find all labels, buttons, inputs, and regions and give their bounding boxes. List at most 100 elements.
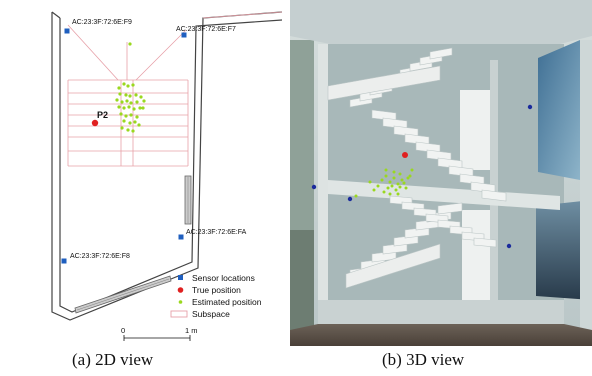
estimate-dot-2d [137,123,141,127]
estimate-dot-2d [126,84,130,88]
scale-end-label: 1 m [185,326,198,335]
sensor-label-f8: AC:23:3F:72:6E:F8 [70,253,130,260]
sensor-label-f9: AC:23:3F:72:6E:F9 [72,19,132,26]
estimate-dot-2d [139,95,143,99]
estimate-dot-3d [388,192,392,196]
estimate-dot-3d [382,190,386,194]
estimate-dot-3d [392,170,396,174]
estimate-dot-2d [128,121,132,125]
estimate-dot-2d [135,115,139,119]
estimate-dot-2d [119,112,123,116]
estimate-dot-3d [384,174,388,178]
estimate-dot-3d [408,174,412,178]
ceiling-frame [290,0,592,44]
sensor-label-fa: AC:23:3F:72:6E:FA [186,229,247,236]
estimate-dot-2d [117,86,121,90]
estimate-dot-3d [396,182,400,186]
estimate-dot-3d [388,180,392,184]
estimate-dot-2d [127,105,131,109]
estimate-dot-2d [134,93,138,97]
estimate-dot-3d [354,194,358,198]
estimate-dot-2d [122,119,126,123]
true-position-3d [402,152,408,158]
scale-start-label: 0 [121,326,125,335]
sensor-dot-3d-3 [347,196,353,202]
estimate-dot-2d [129,113,133,117]
sensor-marker-fa [178,234,184,240]
stair-step [481,189,507,202]
estimate-dot-2d [132,107,136,111]
estimate-dot-2d [120,100,124,104]
estimate-dot-2d [122,106,126,110]
point-label: P2 [97,110,108,120]
legend-label-true: True position [192,285,241,295]
estimate-dot-3d [406,176,410,180]
estimate-dot-2d [126,128,130,132]
estimate-dot-3d [376,184,380,188]
floorplan-svg: P2 AC:23:3F:72:6E:F9 AC:23:3F:72:6E:F7 A… [51,11,283,341]
legend: Sensor locations True position Estimated… [170,273,262,319]
sensor-marker-f8 [61,258,67,264]
legend-subspace-symbol [170,310,188,318]
window-lower [536,200,592,300]
estimate-dot-2d [128,42,132,46]
mid-slab [328,180,560,210]
scene-3d-svg [290,0,592,346]
sensor-label-f7: AC:23:3F:72:6E:F7 [176,26,236,33]
stair-step [437,202,463,215]
sensor-dot-3d-4 [506,243,512,249]
stair-step [429,47,453,60]
estimate-dot-2d [120,126,124,130]
estimate-dot-2d [133,120,137,124]
estimate-dot-2d [138,106,142,110]
true-position-marker [91,119,99,127]
estimate-dot-2d [125,99,129,103]
caption-3d-view: (b) 3D view [382,350,465,369]
caption-2d-view: (a) 2D view [72,350,154,369]
estimate-dot-2d [135,100,139,104]
floorplan-2d-panel: P2 AC:23:3F:72:6E:F9 AC:23:3F:72:6E:F7 A… [0,0,288,346]
estimate-dot-2d [118,92,122,96]
stair-step [473,237,497,248]
subspace-grid [67,11,283,167]
scene-3d-panel [290,0,592,346]
estimate-dot-3d [392,176,396,180]
estimate-dot-3d [404,186,408,190]
estimated-positions [115,42,146,133]
estimate-dot-3d [400,178,404,182]
estimate-dot-2d [128,94,132,98]
estimate-dot-3d [380,178,384,182]
sensor-dot-3d-1 [527,104,533,110]
estimate-dot-2d [131,129,135,133]
sensor-marker-f7 [181,32,187,38]
legend-true-symbol [177,287,184,293]
estimate-dot-2d [141,106,145,110]
legend-label-subspace: Subspace [192,309,230,319]
door-slabs [74,175,192,314]
estimated-positions-3d [354,168,414,198]
estimate-dot-2d [122,82,126,86]
estimate-dot-3d [390,184,394,188]
estimate-dot-3d [396,192,400,196]
lower-landing [345,243,441,289]
estimate-dot-2d [131,83,135,87]
staircase [349,47,507,279]
upper-landing [327,65,441,101]
legend-estimate-symbol [178,300,183,304]
estimate-dot-2d [129,101,133,105]
legend-sensor-symbol [178,275,183,280]
estimate-dot-3d [372,188,376,192]
estimate-dot-3d [394,188,398,192]
estimate-dot-3d [410,168,414,172]
estimate-dot-2d [124,114,128,118]
legend-label-sensor: Sensor locations [192,273,255,283]
scale-bar: 0 1 m [121,326,198,341]
window-upper [538,40,580,180]
estimate-dot-3d [384,168,388,172]
legend-label-estimate: Estimated position [192,297,262,307]
estimate-dot-2d [124,93,128,97]
sensor-dot-3d-2 [311,184,317,190]
estimate-dot-2d [142,99,146,103]
sensor-marker-f9 [64,28,70,34]
floor [290,324,592,346]
